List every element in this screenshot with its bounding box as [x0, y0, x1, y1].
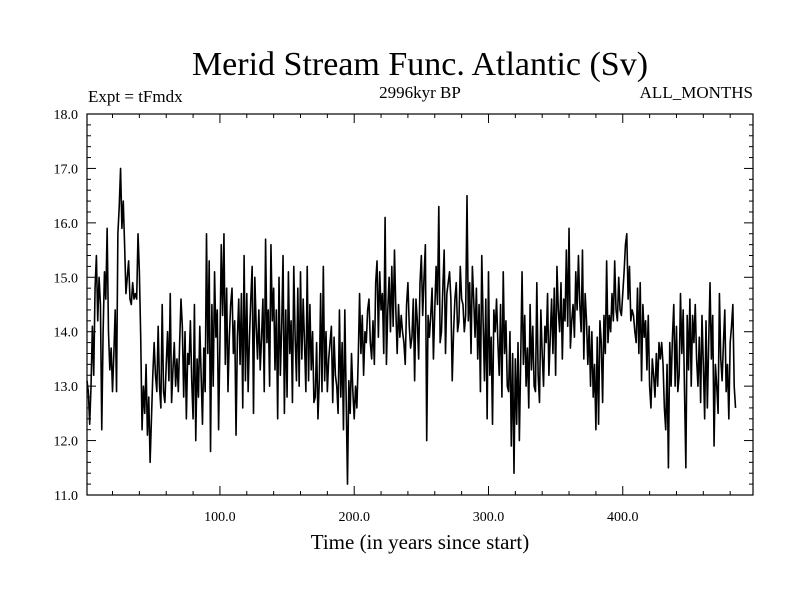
y-tick-label: 14.0 [54, 326, 79, 341]
y-tick-label: 18.0 [54, 108, 79, 123]
experiment-label: Expt = tFmdx [88, 87, 183, 106]
x-tick-label: 300.0 [473, 510, 505, 525]
plot-frame [86, 113, 754, 496]
chart-title: Merid Stream Func. Atlantic (Sv) [192, 46, 648, 83]
y-tick-label: 17.0 [54, 162, 79, 177]
period-label: 2996kyr BP [379, 83, 461, 102]
x-tick-label: 400.0 [607, 510, 639, 525]
y-tick-label: 12.0 [54, 435, 79, 450]
y-tick-label: 13.0 [54, 380, 79, 395]
x-tick-label: 100.0 [204, 510, 236, 525]
y-tick-label: 16.0 [54, 217, 79, 232]
x-tick-label: 200.0 [338, 510, 370, 525]
y-tick-label: 11.0 [54, 489, 78, 504]
data-series-line [86, 167, 737, 485]
x-axis-label: Time (in years since start) [311, 530, 530, 554]
plot-area: 11.0 12.0 13.0 14.0 15.0 16.0 17.0 18.0 100.0 200… [54, 108, 754, 525]
months-label: ALL_MONTHS [640, 83, 753, 102]
y-tick-label: 15.0 [54, 271, 79, 286]
